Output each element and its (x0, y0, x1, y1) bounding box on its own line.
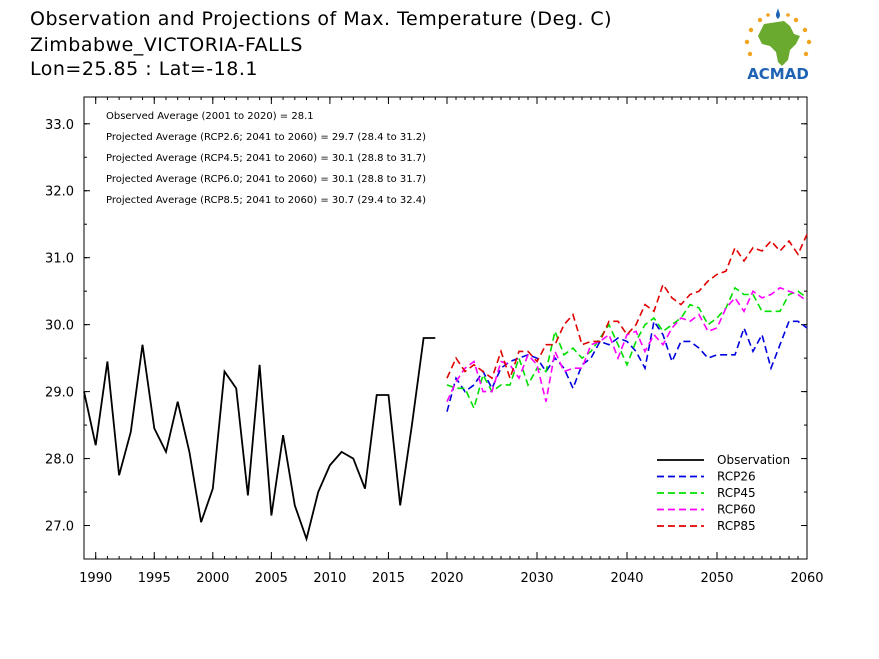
logo-text: ACMAD (747, 65, 809, 83)
legend-label: RCP26 (717, 470, 756, 484)
legend-label: RCP45 (717, 486, 756, 500)
y-tick-label: 32.0 (45, 185, 74, 200)
x-tick-label: 1995 (138, 571, 171, 586)
series-line-rcp85 (446, 233, 808, 381)
series-line-rcp45 (446, 286, 808, 411)
x-tick-label: 2040 (610, 571, 643, 586)
series-line-rcp60 (446, 286, 808, 403)
y-tick-label: 29.0 (45, 386, 74, 401)
x-tick-label: 2000 (196, 571, 229, 586)
y-tick-label: 28.0 (45, 453, 74, 468)
acmad-logo: ACMAD (738, 6, 818, 84)
y-tick-label: 27.0 (45, 520, 74, 535)
annotation-line: Projected Average (RCP2.6; 2041 to 2060)… (106, 132, 426, 143)
x-tick-label: 2015 (372, 571, 405, 586)
africa-map-logo-icon: ACMAD (744, 8, 812, 83)
x-tick-label: 2010 (313, 571, 346, 586)
x-tick-label: 2060 (790, 571, 823, 586)
annotation-line: Projected Average (RCP6.0; 2041 to 2060)… (106, 174, 426, 185)
y-tick-label: 33.0 (45, 118, 74, 133)
x-tick-label: 1990 (79, 571, 112, 586)
annotation-line: Projected Average (RCP4.5; 2041 to 2060)… (106, 153, 426, 164)
legend: Observation RCP26 RCP45 RCP60 RCP85 (657, 453, 790, 533)
chart-title: Observation and Projections of Max. Temp… (30, 8, 613, 30)
annotation-block: Observed Average (2001 to 2020) = 28.1 Pr… (106, 111, 426, 206)
series-line-observation (83, 337, 436, 543)
y-axis: 27.0 28.0 29.0 30.0 31.0 32.0 33.0 (45, 118, 807, 560)
annotation-line: Observed Average (2001 to 2020) = 28.1 (106, 111, 314, 122)
station-name: Zimbabwe_VICTORIA-FALLS (30, 34, 303, 56)
x-axis: 1990 1995 2000 2005 2010 2015 2020 2030 2040 2050… (79, 97, 824, 586)
x-tick-label: 2005 (255, 571, 288, 586)
legend-label: RCP60 (717, 503, 756, 517)
x-tick-label: 2050 (700, 571, 733, 586)
annotation-line: Projected Average (RCP8.5; 2041 to 2060)… (106, 195, 426, 206)
series-lines (83, 233, 808, 543)
y-tick-label: 31.0 (45, 252, 74, 267)
x-tick-label: 2030 (520, 571, 553, 586)
legend-label: Observation (717, 453, 790, 467)
x-tick-label: 2020 (430, 571, 463, 586)
legend-label: RCP85 (717, 519, 756, 533)
y-tick-label: 30.0 (45, 319, 74, 334)
station-coordinates: Lon=25.85 : Lat=-18.1 (30, 58, 258, 80)
plot-area (83, 96, 808, 560)
